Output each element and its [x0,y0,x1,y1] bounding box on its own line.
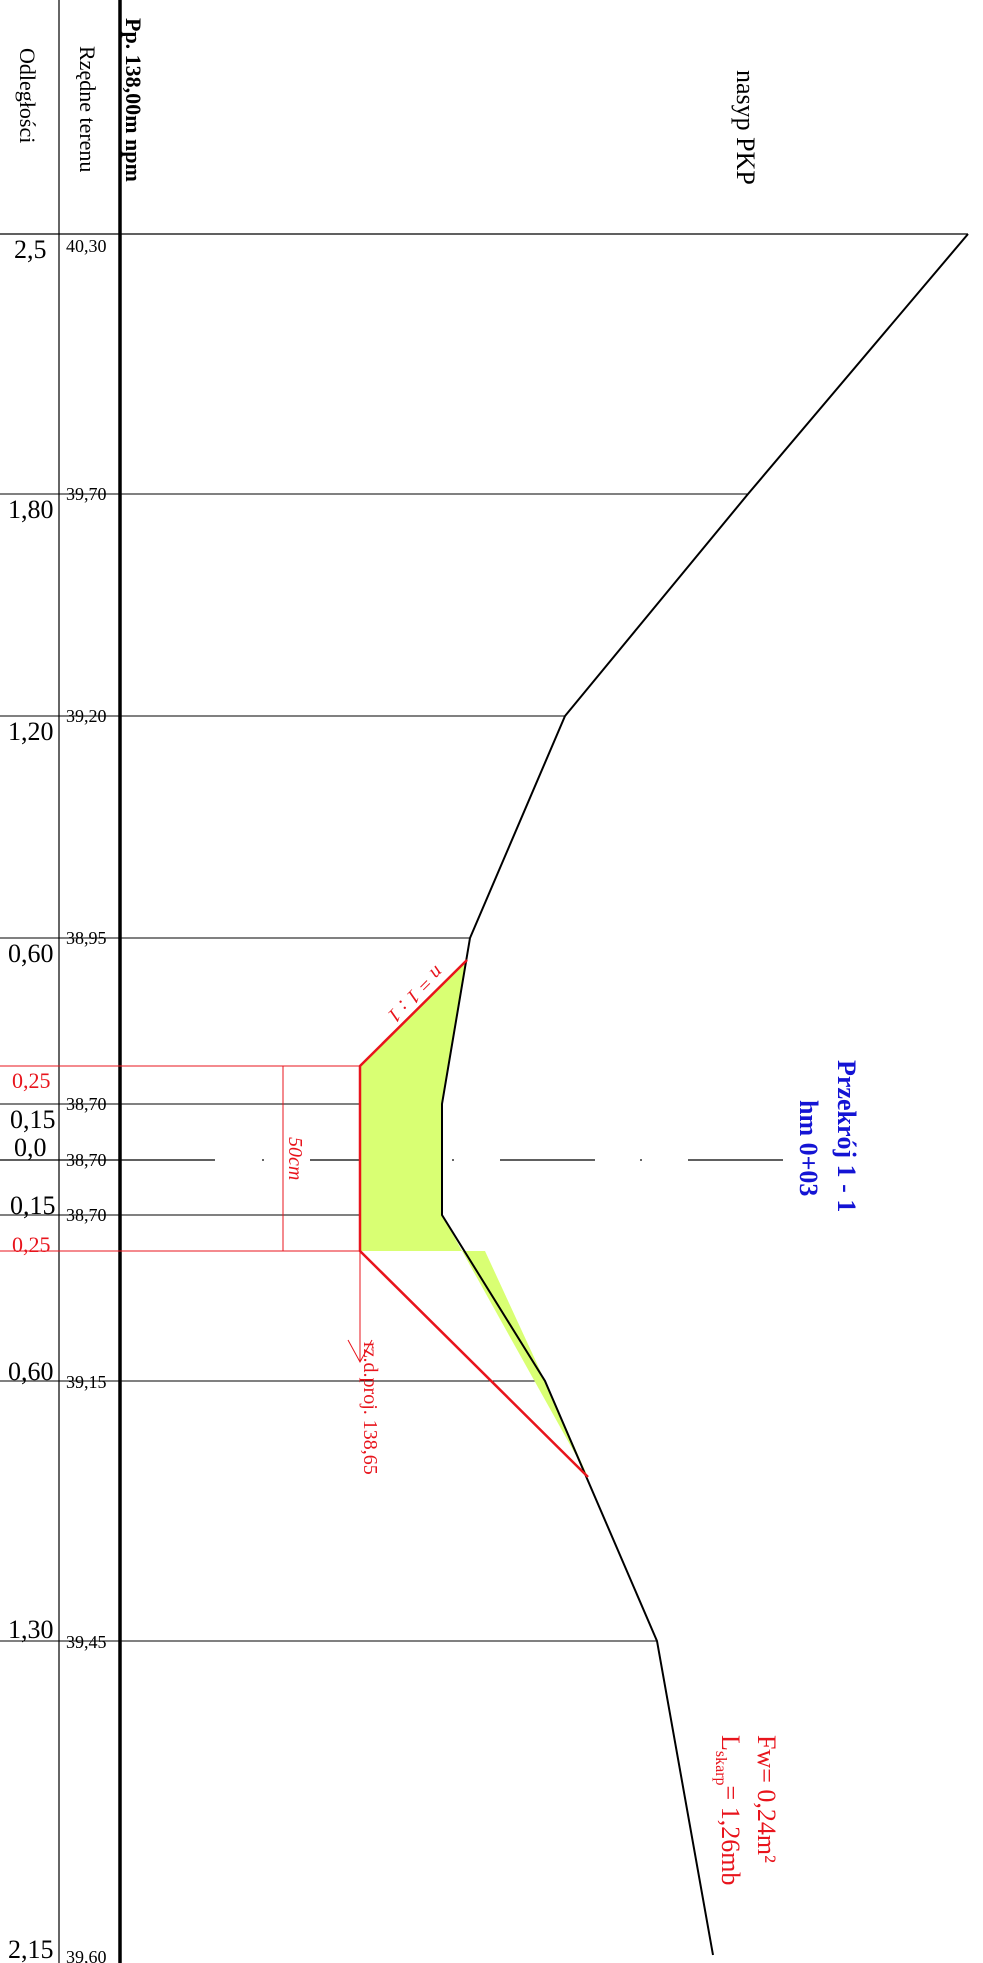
elevation-value: 40,30 [66,236,107,256]
depth-label: 50cm [284,1137,306,1180]
header-distances: Odległości [15,48,40,143]
length-label: Lskarp= 1,26mb [712,1735,745,1885]
depth-dimension [276,1065,290,1252]
design-level-label: rz.d.proj. 138,65 [359,1342,381,1475]
design-level-marker [347,1251,373,1364]
distance-value: 0,60 [8,939,54,968]
elevation-value: 39,60 [66,1947,107,1963]
elevation-value: 38,70 [66,1150,107,1170]
distance-value: 1,20 [8,717,54,746]
distance-values: 2,5 1,80 1,20 0,60 0,25 0,15 0,0 0,15 0,… [8,235,56,1963]
distance-value: 0,15 [10,1191,56,1220]
elevation-value: 38,70 [66,1094,107,1114]
distance-value: 2,5 [14,235,47,264]
distance-value: 0,25 [12,1068,51,1093]
elevation-value: 39,20 [66,706,107,726]
elevation-value: 39,45 [66,1632,107,1652]
elevation-value: 38,95 [66,928,107,948]
distance-value: 0,0 [14,1133,47,1162]
elevation-value: 39,15 [66,1372,107,1392]
terrain-profile [441,233,969,1956]
header-datum: Pp. 138,00m npm [121,18,146,182]
distance-value: 1,30 [8,1615,54,1644]
distance-value: 0,25 [12,1232,51,1257]
excavation-area [360,960,588,1477]
area-label: Fw= 0,24m² [752,1735,781,1863]
distance-value: 0,60 [8,1357,54,1386]
embankment-label: nasyp PKP [731,70,760,185]
design-lines [0,1065,360,1252]
distance-value: 1,80 [8,495,54,524]
elevation-value: 38,70 [66,1205,107,1225]
elevation-value: 39,70 [66,484,107,504]
section-title: Przekrój 1 - 1 [832,1060,861,1212]
design-profile [358,959,589,1478]
distance-value: 2,15 [8,1935,54,1963]
header-elevations: Rzędne terenu [75,46,100,172]
station-lines [0,493,748,1642]
section-chainage: hm 0+03 [794,1100,823,1196]
distance-value: 0,15 [10,1105,56,1134]
elevation-values: 40,30 39,70 39,20 38,95 38,70 38,70 38,7… [66,236,107,1963]
